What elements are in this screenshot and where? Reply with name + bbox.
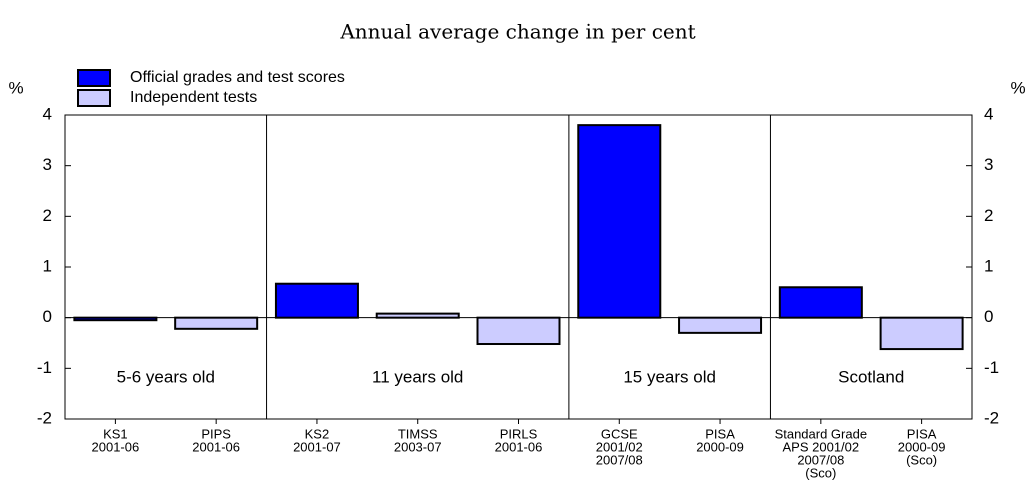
x-tick-label: PISA <box>705 426 735 441</box>
x-tick-label: 2001-06 <box>495 439 543 454</box>
y-tick-label: -2 <box>37 408 52 427</box>
y2-tick-label: 0 <box>984 307 993 326</box>
y2-axis-label: % <box>1010 78 1025 97</box>
x-tick-label: (Sco) <box>805 465 836 480</box>
x-tick-label: (Sco) <box>906 452 937 467</box>
bar <box>375 312 460 319</box>
y-tick-label: -1 <box>37 358 52 377</box>
x-tick-label: PISA <box>907 426 937 441</box>
x-tick-label: 2007/08 <box>596 452 643 467</box>
bar <box>778 286 863 319</box>
y-tick-label: 3 <box>43 155 52 174</box>
y-tick-label: 2 <box>43 206 52 225</box>
bar <box>274 282 359 319</box>
x-tick-label: KS2 <box>305 426 330 441</box>
y-tick-label: 1 <box>43 256 52 275</box>
group-label: Scotland <box>838 367 904 386</box>
y2-tick-label: -2 <box>984 408 999 427</box>
bar <box>174 316 259 330</box>
y2-tick-label: 3 <box>984 155 993 174</box>
y-tick-label: 4 <box>43 104 52 123</box>
y2-tick-label: 2 <box>984 206 993 225</box>
x-tick-label: 2001/02 <box>596 439 643 454</box>
x-tick-label: 2001-07 <box>293 439 341 454</box>
x-tick-label: PIPS <box>201 426 231 441</box>
y2-tick-label: 4 <box>984 104 993 123</box>
legend-swatch <box>77 89 111 107</box>
x-tick-label: KS1 <box>103 426 128 441</box>
group-label: 15 years old <box>623 367 716 386</box>
bar <box>678 316 763 334</box>
legend-swatch <box>77 69 111 87</box>
y2-tick-label: -1 <box>984 358 999 377</box>
x-tick-label: Standard Grade <box>775 426 868 441</box>
y2-tick-label: 1 <box>984 256 993 275</box>
x-tick-label: APS 2001/02 <box>783 439 860 454</box>
group-label: 11 years old <box>372 367 463 386</box>
legend-label: Official grades and test scores <box>130 69 345 86</box>
bar <box>577 124 662 319</box>
y-axis-label: % <box>8 78 23 97</box>
x-tick-label: 2007/08 <box>797 452 844 467</box>
bar <box>73 316 158 322</box>
x-tick-label: 2000-09 <box>696 439 744 454</box>
bar <box>476 316 561 346</box>
x-tick-label: 2001-06 <box>192 439 240 454</box>
x-tick-label: PIRLS <box>500 426 538 441</box>
y-tick-label: 0 <box>43 307 52 326</box>
legend-label: Independent tests <box>130 89 257 106</box>
x-tick-label: 2003-07 <box>394 439 442 454</box>
x-tick-label: 2001-06 <box>92 439 140 454</box>
bar <box>879 316 964 351</box>
group-label: 5-6 years old <box>117 367 215 386</box>
x-tick-label: 2000-09 <box>898 439 946 454</box>
x-tick-label: TIMSS <box>398 426 438 441</box>
x-tick-label: GCSE <box>601 426 638 441</box>
chart-title: Annual average change in per cent <box>339 20 695 44</box>
